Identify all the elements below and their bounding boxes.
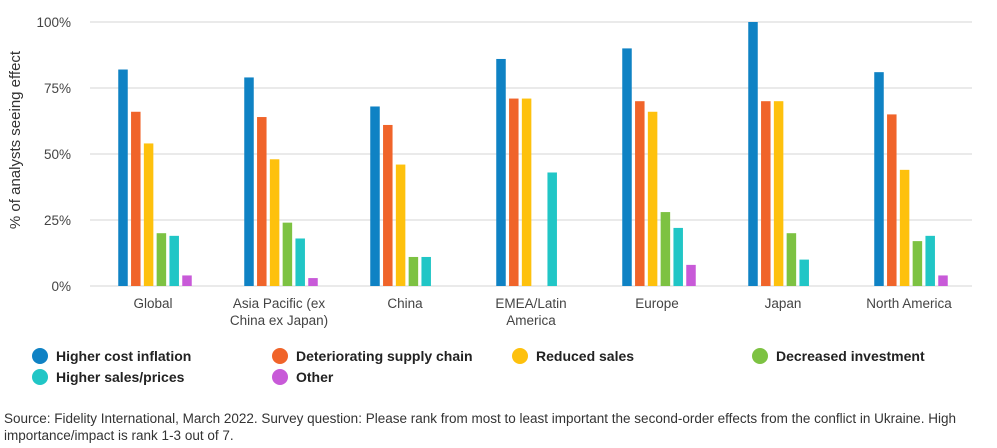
legend-swatch	[32, 348, 48, 364]
bar-higher-cost-inflation	[370, 106, 380, 286]
bar-other	[182, 275, 192, 286]
legend-label: Deteriorating supply chain	[296, 348, 473, 364]
bar-deteriorating-supply-chain	[635, 101, 645, 286]
legend-label: Higher sales/prices	[56, 369, 185, 385]
bar-decreased-investment	[156, 233, 167, 286]
y-tick-label: 100%	[36, 15, 71, 30]
bar-deteriorating-supply-chain	[383, 124, 393, 287]
x-tick-label: North America	[866, 296, 952, 311]
legend-swatch	[512, 348, 528, 364]
bar-reduced-sales	[899, 169, 910, 286]
bar-decreased-investment	[408, 256, 419, 286]
bar-higher-sales-prices	[799, 259, 809, 286]
legend-label: Decreased investment	[776, 348, 925, 364]
legend-swatch	[32, 369, 48, 385]
bar-higher-cost-inflation	[622, 48, 632, 287]
x-axis-ticks: Global Asia Pacific (ex China ex Japan) Chi…	[133, 296, 952, 328]
bar-decreased-investment	[912, 241, 923, 286]
x-tick-label: China	[387, 296, 423, 311]
y-tick-label: 50%	[44, 147, 71, 162]
bar-reduced-sales	[395, 164, 406, 286]
legend-label: Reduced sales	[536, 348, 635, 364]
bar-higher-cost-inflation	[118, 69, 128, 287]
bar-deteriorating-supply-chain	[257, 117, 267, 286]
bar-other	[686, 264, 696, 286]
bar-higher-sales-prices	[925, 235, 935, 286]
bar-reduced-sales	[647, 111, 658, 286]
bar-other	[308, 278, 318, 286]
chart-legend: Higher cost inflation Deteriorating suppl…	[32, 347, 972, 391]
bar-higher-sales-prices	[673, 227, 683, 286]
legend-swatch	[272, 348, 288, 364]
source-footnote: Source: Fidelity International, March 20…	[4, 411, 956, 443]
bar-deteriorating-supply-chain	[887, 114, 897, 287]
bar-higher-cost-inflation	[748, 22, 758, 286]
x-tick-label: Europe	[635, 296, 679, 311]
legend-swatch	[752, 348, 768, 364]
y-axis-label: % of analysts seeing effect	[7, 50, 24, 229]
bar-higher-sales-prices	[169, 235, 179, 286]
y-tick-label: 25%	[44, 213, 71, 228]
bar-higher-sales-prices	[547, 172, 557, 286]
legend-label: Higher cost inflation	[56, 348, 192, 364]
bar-reduced-sales	[143, 143, 154, 286]
bar-reduced-sales	[773, 101, 784, 286]
legend-item: Reduced sales	[512, 347, 634, 365]
legend-item: Deteriorating supply chain	[272, 347, 473, 365]
bar-decreased-investment	[660, 212, 671, 286]
bar-deteriorating-supply-chain	[761, 101, 771, 286]
legend-item: Higher sales/prices	[32, 368, 184, 386]
bar-higher-sales-prices	[421, 256, 431, 286]
bar-higher-cost-inflation	[874, 72, 884, 286]
y-axis-ticks: 0% 25% 50% 75% 100%	[36, 15, 71, 294]
legend-swatch	[272, 369, 288, 385]
legend-item: Decreased investment	[752, 347, 925, 365]
bar-deteriorating-supply-chain	[509, 98, 519, 286]
x-tick-label: EMEA/Latin America	[495, 296, 566, 328]
legend-item: Other	[272, 368, 333, 386]
bar-deteriorating-supply-chain	[131, 111, 141, 286]
legend-item: Higher cost inflation	[32, 347, 191, 365]
x-tick-label: Asia Pacific (ex China ex Japan)	[230, 296, 328, 328]
bars	[118, 22, 948, 287]
bar-decreased-investment	[282, 222, 293, 286]
legend-label: Other	[296, 369, 334, 385]
bar-reduced-sales	[521, 98, 532, 286]
bar-reduced-sales	[269, 159, 280, 286]
x-tick-label: Global	[133, 296, 172, 311]
x-tick-label: Japan	[765, 296, 802, 311]
y-tick-label: 75%	[44, 81, 71, 96]
bar-higher-sales-prices	[295, 238, 305, 286]
bar-other	[938, 275, 948, 286]
bar-chart: 0% 25% 50% 75% 100% Global Asia Pacific (ex Ch…	[7, 15, 972, 328]
y-tick-label: 0%	[51, 279, 71, 294]
bar-higher-cost-inflation	[496, 58, 506, 287]
bar-higher-cost-inflation	[244, 77, 254, 286]
bar-decreased-investment	[786, 233, 797, 286]
